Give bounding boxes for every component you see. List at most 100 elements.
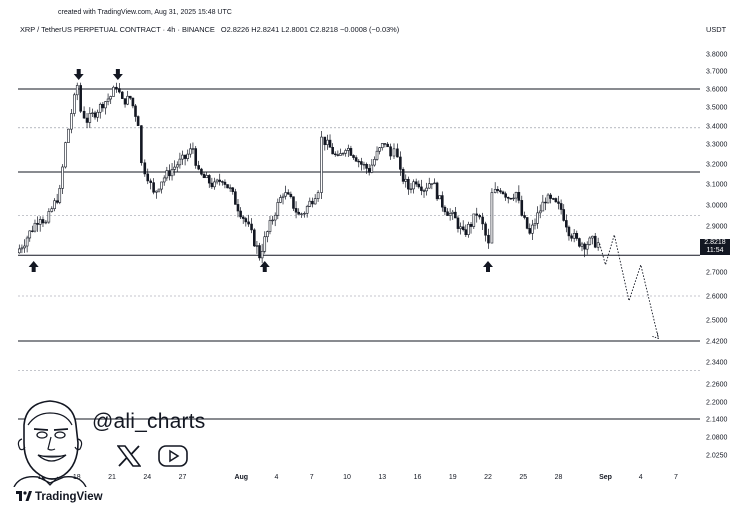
candle-body [47, 211, 51, 223]
x-icon[interactable] [117, 445, 141, 467]
candle-body [341, 152, 345, 155]
forecast-path [599, 234, 659, 339]
candle-body [389, 146, 392, 157]
candle-body [536, 212, 539, 224]
candle-body [326, 139, 329, 145]
candle-body [250, 223, 253, 231]
y-tick-label-4: 3.4000 [706, 124, 728, 131]
candle-body [514, 191, 518, 199]
candle-body [433, 182, 436, 185]
last-price: 2.8218 [704, 239, 726, 246]
youtube-icon[interactable] [158, 445, 188, 467]
y-tick-label-14: 2.4200 [706, 339, 728, 346]
candle-body [273, 214, 277, 221]
candle-body [531, 224, 534, 234]
candle-body [580, 243, 584, 247]
candle-body [354, 157, 358, 162]
candle-body [331, 146, 334, 155]
candle-body [501, 191, 505, 195]
tradingview-wordmark: TradingView [35, 491, 103, 503]
candle-body [373, 159, 376, 166]
candle-body [572, 233, 576, 239]
candle-body [266, 231, 269, 238]
candle-body [538, 210, 542, 214]
candle-body [33, 222, 37, 232]
candle-body [197, 165, 200, 170]
candle-body [409, 188, 413, 190]
x-tick-label-15: Sep [599, 474, 612, 481]
y-tick-label-0: 3.8000 [706, 52, 728, 59]
candle-body [44, 221, 48, 224]
candle-body [96, 111, 99, 118]
candle-body [412, 181, 415, 190]
candle-body [333, 153, 337, 156]
candle-body [344, 150, 347, 154]
candle-body [160, 181, 163, 190]
y-tick-label-8: 3.0000 [706, 203, 728, 210]
candle-body [241, 216, 245, 219]
candle-body [36, 222, 39, 225]
marker-arrow-up-4 [483, 261, 493, 272]
candle-body [438, 195, 441, 200]
candle-body [20, 247, 24, 250]
candle-body [70, 113, 73, 130]
candle-body [23, 245, 26, 249]
y-tick-label-12: 2.6000 [706, 294, 728, 301]
candle-body [305, 206, 309, 214]
candle-body [392, 148, 396, 157]
candle-body [487, 234, 490, 244]
x-tick-label-6: 4 [275, 474, 279, 481]
candle-body [134, 105, 137, 117]
candle-body [58, 188, 62, 203]
candle-body [128, 95, 132, 99]
candle-body [467, 223, 470, 236]
candle-body [311, 200, 314, 205]
candle-body [226, 184, 229, 189]
candle-body [575, 233, 579, 239]
candle-body [239, 210, 242, 218]
candle-body [85, 117, 89, 123]
candle-body [146, 173, 150, 182]
y-tick-label-7: 3.1000 [706, 182, 728, 189]
candle-body [396, 148, 399, 158]
candle-body [136, 116, 140, 126]
candle-body [205, 175, 208, 179]
candle-body [218, 179, 222, 182]
candle-body [469, 223, 473, 227]
candle-body [459, 226, 462, 229]
x-tick-label-10: 16 [414, 474, 422, 481]
candle-body [541, 201, 545, 212]
candle-body [517, 191, 521, 201]
x-tick-label-14: 28 [555, 474, 563, 481]
candle-body [554, 198, 558, 203]
candle-body [289, 193, 293, 198]
candle-body [596, 242, 600, 248]
candle-body [386, 143, 389, 148]
avatar-caricature-icon [13, 400, 87, 487]
candle-body [481, 216, 484, 225]
x-tick-label-7: 7 [310, 474, 314, 481]
candle-body [378, 147, 381, 152]
candle-body [407, 178, 410, 190]
candle-body [149, 180, 152, 183]
y-tick-label-19: 2.0800 [706, 435, 728, 442]
y-tick-label-16: 2.2600 [706, 382, 728, 389]
candle-body [456, 217, 460, 229]
candle-body [360, 161, 363, 165]
candle-body [588, 237, 592, 245]
x-tick-label-2: 21 [108, 474, 116, 481]
candle-body [236, 204, 240, 212]
candle-body [157, 188, 161, 192]
candle-body [189, 148, 192, 155]
candle-body [120, 91, 124, 99]
candle-body [362, 163, 366, 166]
candle-body [253, 229, 256, 247]
candle-body [28, 230, 32, 239]
candle-body [64, 142, 67, 168]
currency-label: USDT [706, 25, 727, 34]
candle-body [244, 218, 248, 223]
candle-body [53, 200, 56, 210]
candle-body [490, 192, 494, 244]
